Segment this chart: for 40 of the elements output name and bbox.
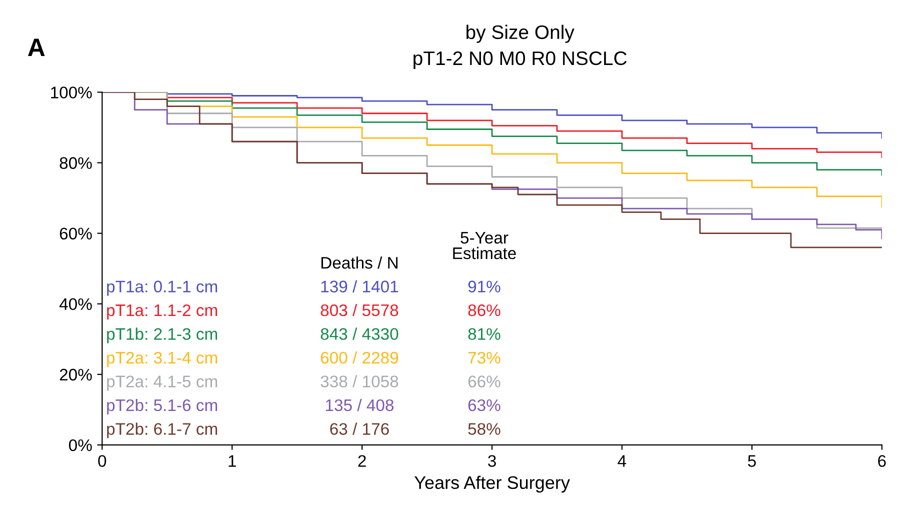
x-tick-label: 2 — [358, 455, 366, 467]
y-tick-label: 100% — [51, 86, 92, 98]
text: A — [28, 38, 45, 56]
annotation: 843 / 4330 — [320, 328, 398, 340]
annotation: 139 / 1401 — [321, 280, 398, 292]
annotation: 600 / 2289 — [320, 351, 398, 364]
x-tick-label: 3 — [488, 455, 496, 467]
text: pT2b: 5.1-6 cm — [107, 398, 218, 414]
annotation: 58% — [468, 423, 500, 435]
annotation: 803 / 5578 — [320, 304, 398, 316]
text: pT2a: 3.1-4 cm — [107, 352, 218, 367]
x-tick-label: 1 — [228, 455, 236, 467]
annotation: 63 / 176 — [330, 422, 389, 435]
text: pT2b: 6.1-7 cm — [107, 422, 218, 438]
x-tick-label: 6 — [878, 455, 886, 467]
y-tick-label: 40% — [59, 298, 92, 310]
annotation: 5-Year Estimate — [453, 232, 516, 260]
text: pT1a: 0.1-1 cm — [107, 280, 218, 296]
y-tick-label: 60% — [60, 228, 92, 240]
y-tick-label: 20% — [60, 368, 92, 381]
annotation: 135 / 408 — [326, 398, 394, 412]
annotation: 86% — [468, 304, 500, 316]
annotation: Deaths / N — [321, 256, 398, 269]
x-axis-title: Years After Surgery — [414, 476, 570, 493]
x-tick-label: 4 — [618, 455, 626, 467]
chart-title: by Size Only — [466, 24, 574, 43]
y-tick-label: 80% — [60, 157, 92, 169]
text: pT1b: 2.1-3 cm — [107, 328, 218, 344]
annotation: 338 / 1058 — [320, 375, 398, 388]
text: pT1a: 1.1-2 cm — [107, 304, 218, 320]
annotation: 73% — [468, 352, 500, 364]
annotation: 91% — [468, 280, 500, 292]
x-tick-label: 5 — [748, 455, 756, 467]
annotation: 66% — [468, 376, 500, 388]
x-tick-label: 0 — [98, 455, 106, 467]
text: pT2a: 4.1-5 cm — [107, 376, 218, 391]
y-tick-label: 0% — [68, 439, 92, 452]
annotation: 81% — [468, 328, 500, 340]
annotation: 63% — [468, 399, 500, 412]
chart-subtitle: pT1-2 N0 M0 R0 NSCLC — [414, 51, 627, 69]
